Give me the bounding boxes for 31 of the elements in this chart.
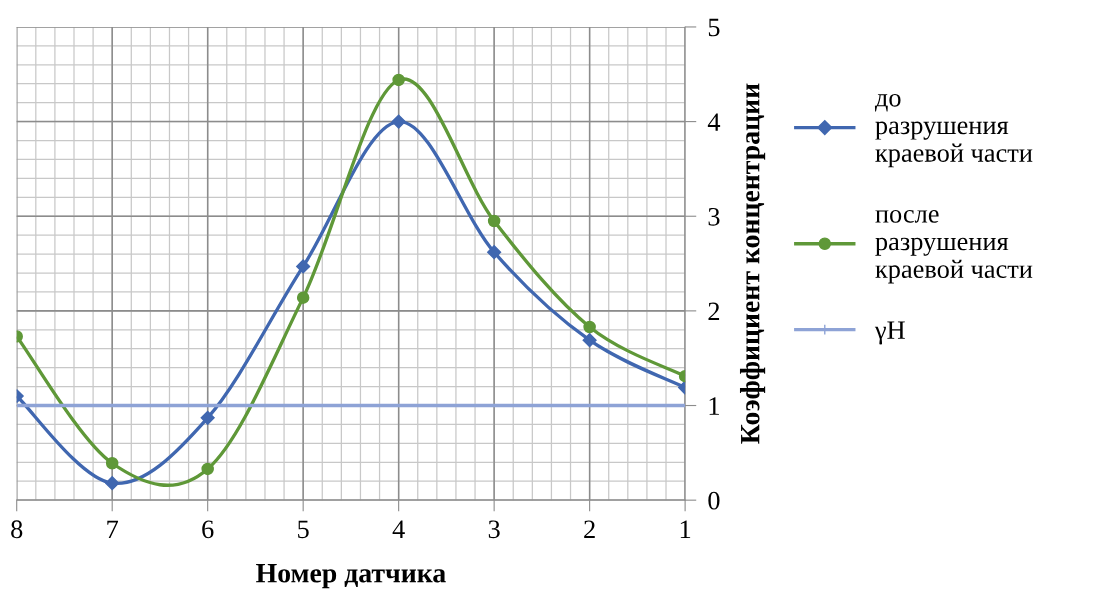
x-tick-label: 4 [392, 520, 405, 538]
x-tick-label: 5 [298, 520, 309, 539]
point [582, 333, 597, 348]
y-tick-label: 0 [708, 491, 720, 510]
y-tick-label: 5 [708, 18, 720, 37]
point [487, 245, 502, 260]
legend-label: γН [874, 321, 905, 345]
x-tick-label: 8 [11, 520, 23, 539]
legend-label: до разрушения краевой части [874, 93, 1033, 168]
y-tick-label: 4 [707, 113, 721, 131]
point [201, 462, 214, 476]
point [296, 291, 310, 304]
y-tick-label: 3 [708, 207, 720, 226]
point [391, 114, 406, 129]
x-tick-label: 1 [680, 520, 691, 538]
legend-label: после разрушения краевой части [875, 210, 1033, 284]
x-tick-label: 2 [584, 520, 595, 538]
y-tick-label: 2 [708, 302, 720, 321]
x-axis-title: Номер датчика [256, 564, 446, 589]
point [583, 320, 596, 334]
x-tick-label: 6 [202, 520, 214, 539]
point [105, 476, 120, 491]
point [392, 73, 405, 87]
point [105, 457, 119, 470]
y-axis-title: Коэффициент концентрации [739, 83, 766, 444]
point [487, 214, 501, 228]
point [296, 259, 311, 274]
x-tick-label: 3 [488, 520, 500, 539]
x-tick-label: 7 [107, 520, 119, 538]
point [200, 410, 215, 425]
y-tick-label: 1 [709, 397, 719, 415]
